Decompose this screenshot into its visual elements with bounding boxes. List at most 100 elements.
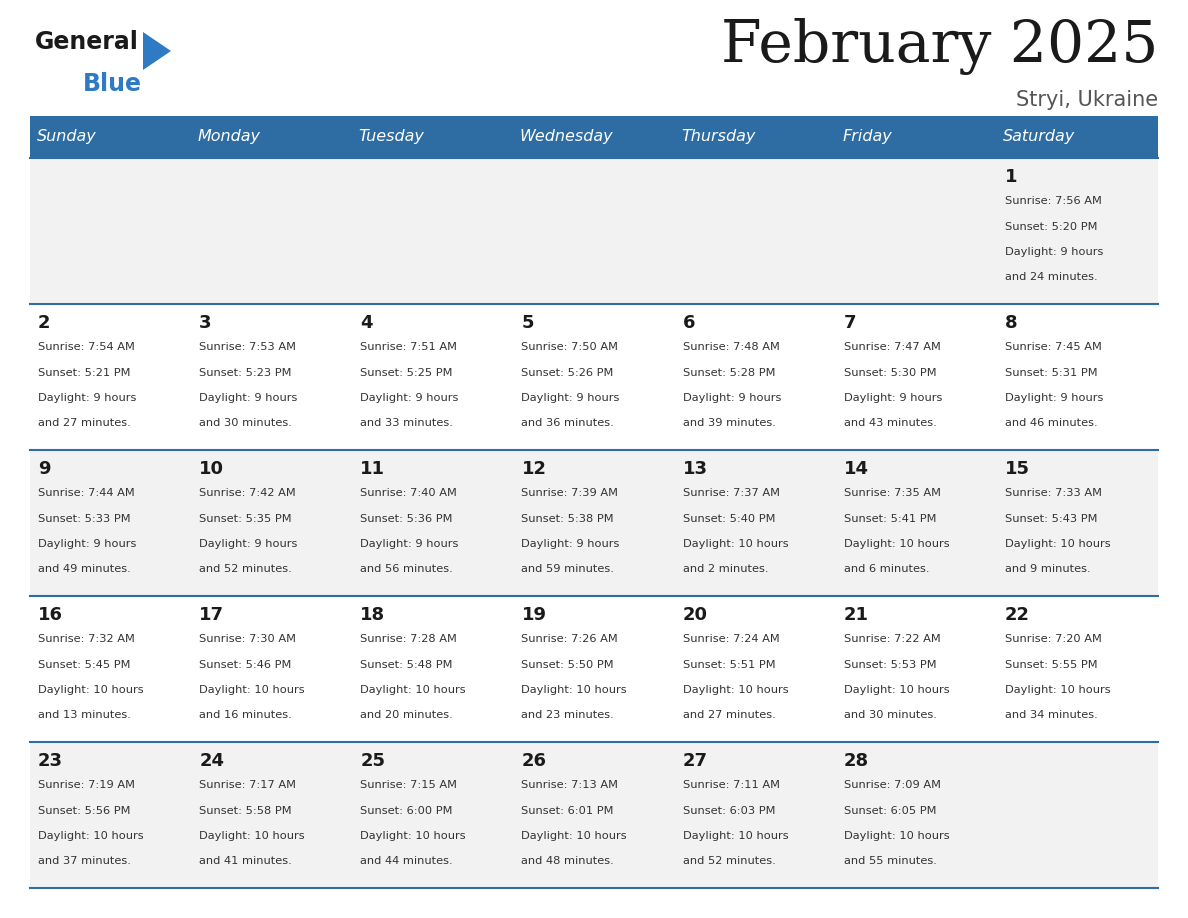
Text: 10: 10 — [200, 460, 225, 478]
Text: Sunset: 5:35 PM: Sunset: 5:35 PM — [200, 513, 292, 523]
Text: Daylight: 9 hours: Daylight: 9 hours — [683, 393, 781, 403]
Text: Sunset: 5:36 PM: Sunset: 5:36 PM — [360, 513, 453, 523]
Text: Daylight: 10 hours: Daylight: 10 hours — [200, 685, 305, 695]
Text: Sunrise: 7:54 AM: Sunrise: 7:54 AM — [38, 342, 135, 352]
Text: and 27 minutes.: and 27 minutes. — [38, 419, 131, 429]
Bar — [30, 742, 1158, 888]
Text: Wednesday: Wednesday — [520, 129, 613, 144]
Text: 2: 2 — [38, 314, 51, 332]
Text: Sunrise: 7:26 AM: Sunrise: 7:26 AM — [522, 634, 618, 644]
Text: Daylight: 10 hours: Daylight: 10 hours — [522, 831, 627, 841]
Text: 8: 8 — [1005, 314, 1018, 332]
Text: Daylight: 9 hours: Daylight: 9 hours — [200, 393, 297, 403]
Text: Sunrise: 7:22 AM: Sunrise: 7:22 AM — [843, 634, 941, 644]
Text: Sunrise: 7:11 AM: Sunrise: 7:11 AM — [683, 780, 779, 790]
Text: 21: 21 — [843, 606, 868, 624]
Text: 27: 27 — [683, 752, 708, 770]
Text: 14: 14 — [843, 460, 868, 478]
Text: Sunset: 5:43 PM: Sunset: 5:43 PM — [1005, 513, 1098, 523]
Text: 15: 15 — [1005, 460, 1030, 478]
Text: and 48 minutes.: and 48 minutes. — [522, 856, 614, 867]
Text: Sunset: 6:03 PM: Sunset: 6:03 PM — [683, 805, 775, 815]
Bar — [675, 116, 835, 158]
Text: and 34 minutes.: and 34 minutes. — [1005, 711, 1098, 721]
Text: Sunrise: 7:37 AM: Sunrise: 7:37 AM — [683, 488, 779, 498]
Text: and 41 minutes.: and 41 minutes. — [200, 856, 292, 867]
Bar — [835, 116, 997, 158]
Text: 9: 9 — [38, 460, 51, 478]
Text: Sunrise: 7:24 AM: Sunrise: 7:24 AM — [683, 634, 779, 644]
Text: Daylight: 10 hours: Daylight: 10 hours — [1005, 539, 1111, 549]
Text: Sunrise: 7:15 AM: Sunrise: 7:15 AM — [360, 780, 457, 790]
Text: 26: 26 — [522, 752, 546, 770]
Text: Daylight: 9 hours: Daylight: 9 hours — [522, 539, 620, 549]
Text: Daylight: 9 hours: Daylight: 9 hours — [1005, 393, 1104, 403]
Text: and 46 minutes.: and 46 minutes. — [1005, 419, 1098, 429]
Text: Sunset: 5:31 PM: Sunset: 5:31 PM — [1005, 367, 1098, 377]
Text: Sunrise: 7:30 AM: Sunrise: 7:30 AM — [200, 634, 296, 644]
Text: 20: 20 — [683, 606, 708, 624]
Text: Sunset: 5:20 PM: Sunset: 5:20 PM — [1005, 221, 1098, 231]
Text: Thursday: Thursday — [681, 129, 756, 144]
Bar — [353, 116, 513, 158]
Text: Daylight: 9 hours: Daylight: 9 hours — [522, 393, 620, 403]
Text: and 20 minutes.: and 20 minutes. — [360, 711, 453, 721]
Text: and 49 minutes.: and 49 minutes. — [38, 565, 131, 575]
Text: 7: 7 — [843, 314, 857, 332]
Text: 5: 5 — [522, 314, 533, 332]
Text: Sunrise: 7:28 AM: Sunrise: 7:28 AM — [360, 634, 457, 644]
Text: Sunrise: 7:09 AM: Sunrise: 7:09 AM — [843, 780, 941, 790]
Text: Sunset: 6:00 PM: Sunset: 6:00 PM — [360, 805, 453, 815]
Text: Sunset: 5:30 PM: Sunset: 5:30 PM — [843, 367, 936, 377]
Text: Daylight: 10 hours: Daylight: 10 hours — [683, 685, 789, 695]
Text: Daylight: 10 hours: Daylight: 10 hours — [843, 685, 949, 695]
Text: Daylight: 9 hours: Daylight: 9 hours — [38, 393, 137, 403]
Text: Sunrise: 7:35 AM: Sunrise: 7:35 AM — [843, 488, 941, 498]
Text: Sunrise: 7:42 AM: Sunrise: 7:42 AM — [200, 488, 296, 498]
Text: Daylight: 10 hours: Daylight: 10 hours — [360, 831, 466, 841]
Text: Daylight: 10 hours: Daylight: 10 hours — [683, 831, 789, 841]
Text: Sunset: 5:45 PM: Sunset: 5:45 PM — [38, 659, 131, 669]
Text: Daylight: 10 hours: Daylight: 10 hours — [843, 539, 949, 549]
Text: and 55 minutes.: and 55 minutes. — [843, 856, 936, 867]
Text: Sunrise: 7:45 AM: Sunrise: 7:45 AM — [1005, 342, 1101, 352]
Text: 6: 6 — [683, 314, 695, 332]
Text: Sunset: 5:58 PM: Sunset: 5:58 PM — [200, 805, 292, 815]
Text: Daylight: 9 hours: Daylight: 9 hours — [843, 393, 942, 403]
Text: Sunset: 5:41 PM: Sunset: 5:41 PM — [843, 513, 936, 523]
Text: Sunset: 5:26 PM: Sunset: 5:26 PM — [522, 367, 614, 377]
Text: Blue: Blue — [83, 72, 143, 96]
Text: Daylight: 9 hours: Daylight: 9 hours — [200, 539, 297, 549]
Text: and 39 minutes.: and 39 minutes. — [683, 419, 776, 429]
Polygon shape — [143, 32, 171, 70]
Text: and 52 minutes.: and 52 minutes. — [200, 565, 292, 575]
Text: Sunrise: 7:51 AM: Sunrise: 7:51 AM — [360, 342, 457, 352]
Text: and 44 minutes.: and 44 minutes. — [360, 856, 453, 867]
Text: 18: 18 — [360, 606, 385, 624]
Text: Sunrise: 7:33 AM: Sunrise: 7:33 AM — [1005, 488, 1102, 498]
Text: 19: 19 — [522, 606, 546, 624]
Text: and 33 minutes.: and 33 minutes. — [360, 419, 453, 429]
Text: Sunset: 5:48 PM: Sunset: 5:48 PM — [360, 659, 453, 669]
Text: and 6 minutes.: and 6 minutes. — [843, 565, 929, 575]
Text: Daylight: 9 hours: Daylight: 9 hours — [38, 539, 137, 549]
Text: Sunrise: 7:48 AM: Sunrise: 7:48 AM — [683, 342, 779, 352]
Text: and 30 minutes.: and 30 minutes. — [200, 419, 292, 429]
Text: and 24 minutes.: and 24 minutes. — [1005, 273, 1098, 283]
Text: 28: 28 — [843, 752, 868, 770]
Text: 3: 3 — [200, 314, 211, 332]
Text: Sunrise: 7:39 AM: Sunrise: 7:39 AM — [522, 488, 619, 498]
Text: 1: 1 — [1005, 168, 1017, 186]
Text: Sunset: 5:40 PM: Sunset: 5:40 PM — [683, 513, 775, 523]
Text: Sunset: 5:53 PM: Sunset: 5:53 PM — [843, 659, 936, 669]
Text: and 52 minutes.: and 52 minutes. — [683, 856, 776, 867]
Bar — [30, 596, 1158, 742]
Bar — [30, 158, 1158, 304]
Text: Tuesday: Tuesday — [359, 129, 424, 144]
Text: and 27 minutes.: and 27 minutes. — [683, 711, 776, 721]
Text: Daylight: 9 hours: Daylight: 9 hours — [1005, 247, 1104, 257]
Text: Daylight: 10 hours: Daylight: 10 hours — [360, 685, 466, 695]
Bar — [997, 116, 1158, 158]
Text: Friday: Friday — [842, 129, 892, 144]
Text: 12: 12 — [522, 460, 546, 478]
